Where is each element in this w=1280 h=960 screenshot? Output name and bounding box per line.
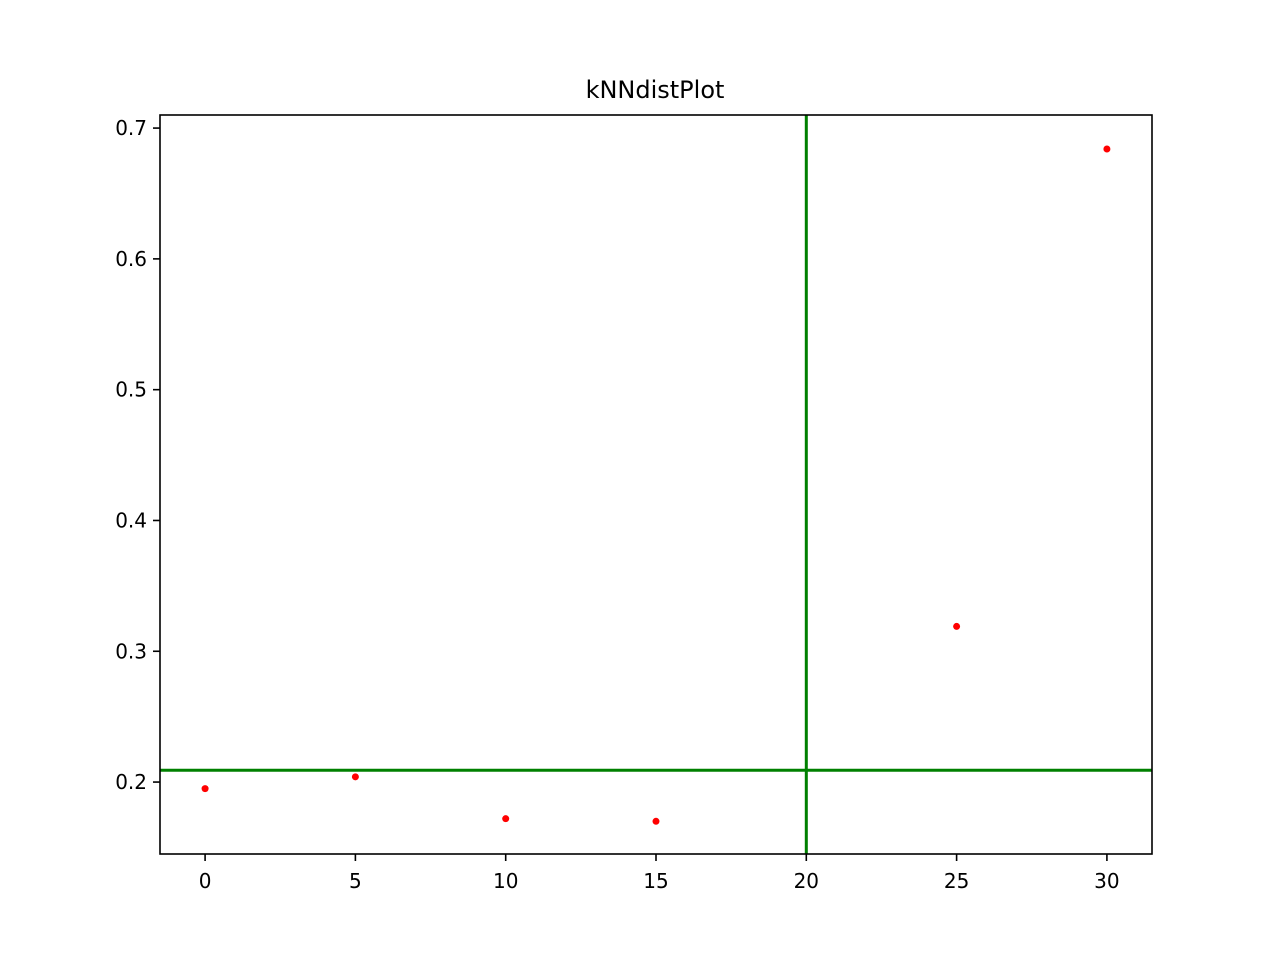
x-tick-label: 10 bbox=[493, 869, 518, 893]
x-tick-label: 20 bbox=[794, 869, 819, 893]
y-tick-label: 0.6 bbox=[115, 247, 147, 271]
reference-lines bbox=[160, 115, 1152, 854]
x-tick-label: 30 bbox=[1094, 869, 1119, 893]
y-tick-label: 0.2 bbox=[115, 770, 147, 794]
data-point bbox=[953, 622, 961, 630]
data-points bbox=[201, 145, 1111, 825]
data-point bbox=[1103, 145, 1111, 153]
y-tick-label: 0.5 bbox=[115, 378, 147, 402]
plot-frame bbox=[159, 114, 1153, 855]
x-axis: 0 5 10 15 20 25 30 bbox=[199, 854, 1120, 893]
x-tick-label: 25 bbox=[944, 869, 969, 893]
x-tick-label: 0 bbox=[199, 869, 212, 893]
y-axis: 0.2 0.3 0.4 0.5 0.6 0.7 bbox=[115, 116, 160, 794]
chart-title: kNNdistPlot bbox=[586, 76, 725, 104]
x-tick-label: 15 bbox=[643, 869, 668, 893]
y-tick-label: 0.4 bbox=[115, 508, 147, 532]
y-tick-label: 0.7 bbox=[115, 116, 147, 140]
y-tick-label: 0.3 bbox=[115, 639, 147, 663]
data-point bbox=[201, 785, 209, 793]
data-point bbox=[351, 773, 359, 781]
x-tick-label: 5 bbox=[349, 869, 362, 893]
data-point bbox=[652, 817, 660, 825]
data-point bbox=[502, 815, 510, 823]
